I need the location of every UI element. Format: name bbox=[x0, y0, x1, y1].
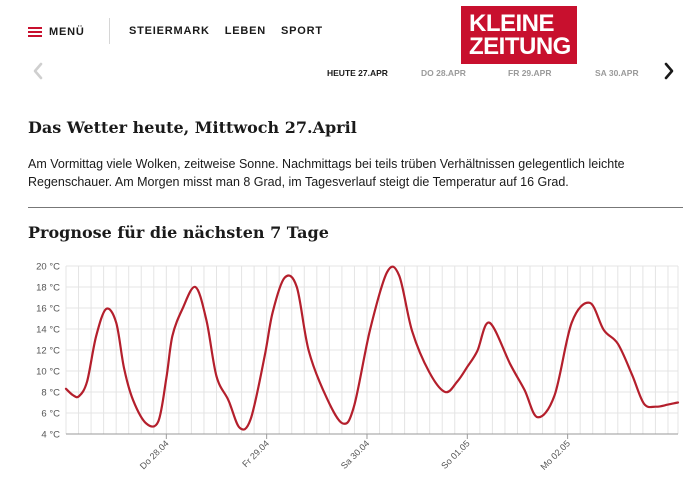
logo-line-2: ZEITUNG bbox=[469, 33, 571, 60]
prognose-heading: Prognose für die nächsten 7 Tage bbox=[28, 223, 329, 242]
y-tick-label: 6 °C bbox=[41, 409, 60, 420]
x-tick-label: Do 28.04 bbox=[138, 438, 171, 471]
menu-button[interactable]: MENÜ bbox=[28, 24, 85, 40]
x-tick-label: Sa 30.04 bbox=[339, 438, 372, 471]
nav-link-leben[interactable]: LEBEN bbox=[224, 25, 267, 37]
x-tick-label: Mo 02.05 bbox=[538, 438, 572, 472]
day-navigation: HEUTE 27.APR DO 28.APR FR 29.APR SA 30.A… bbox=[0, 58, 700, 86]
next-day-button[interactable] bbox=[662, 62, 676, 80]
temperature-chart: 4 °C 6 °C 8 °C 10 °C 12 °C 14 °C 16 °C 18 °C 20 … bbox=[36, 262, 680, 472]
y-tick-label: 8 °C bbox=[41, 388, 60, 399]
y-tick-label: 10 °C bbox=[36, 367, 60, 378]
y-tick-label: 16 °C bbox=[36, 304, 60, 315]
y-tick-label: 20 °C bbox=[36, 262, 60, 273]
forecast-text: Am Vormittag viele Wolken, zeitweise Son… bbox=[28, 157, 625, 189]
chart-grid-horizontal bbox=[66, 265, 678, 435]
weather-heading: Das Wetter heute, Mittwoch 27.April bbox=[28, 118, 357, 137]
x-tick-label: Fr 29.04 bbox=[240, 438, 271, 469]
header-divider bbox=[109, 18, 110, 44]
nav-link-steiermark[interactable]: STEIERMARK bbox=[129, 25, 210, 37]
y-tick-label: 12 °C bbox=[36, 346, 60, 357]
chart-y-axis: 4 °C 6 °C 8 °C 10 °C 12 °C 14 °C 16 °C 18 °C 20 … bbox=[36, 262, 60, 441]
logo-line-1: KLEINE bbox=[469, 10, 555, 37]
chevron-left-icon bbox=[33, 62, 43, 80]
y-tick-label: 4 °C bbox=[41, 430, 60, 441]
kleine-zeitung-logo[interactable]: KLEINE ZEITUNG bbox=[461, 6, 577, 64]
site-header: MENÜ STEIERMARK LEBEN SPORT KLEINE ZEITU… bbox=[0, 6, 700, 64]
chevron-right-icon bbox=[664, 62, 674, 80]
hamburger-icon bbox=[28, 27, 42, 37]
y-tick-label: 18 °C bbox=[36, 283, 60, 294]
prev-day-button[interactable] bbox=[31, 62, 45, 80]
temperature-line bbox=[64, 265, 680, 431]
day-tab-do[interactable]: DO 28.APR bbox=[421, 68, 466, 78]
y-tick-label: 14 °C bbox=[36, 325, 60, 336]
menu-label: MENÜ bbox=[49, 26, 85, 38]
nav-link-sport[interactable]: SPORT bbox=[281, 25, 323, 37]
chart-x-axis: Do 28.04 Fr 29.04 Sa 30.04 So 01.05 Mo 02.05 bbox=[138, 434, 572, 472]
day-tab-sa[interactable]: SA 30.APR bbox=[595, 68, 639, 78]
day-tab-heute[interactable]: HEUTE 27.APR bbox=[327, 68, 388, 78]
top-strip bbox=[0, 0, 700, 6]
day-tab-fr[interactable]: FR 29.APR bbox=[508, 68, 552, 78]
main-nav: STEIERMARK LEBEN SPORT bbox=[129, 25, 338, 37]
section-divider bbox=[28, 207, 683, 208]
x-tick-label: So 01.05 bbox=[439, 438, 472, 471]
